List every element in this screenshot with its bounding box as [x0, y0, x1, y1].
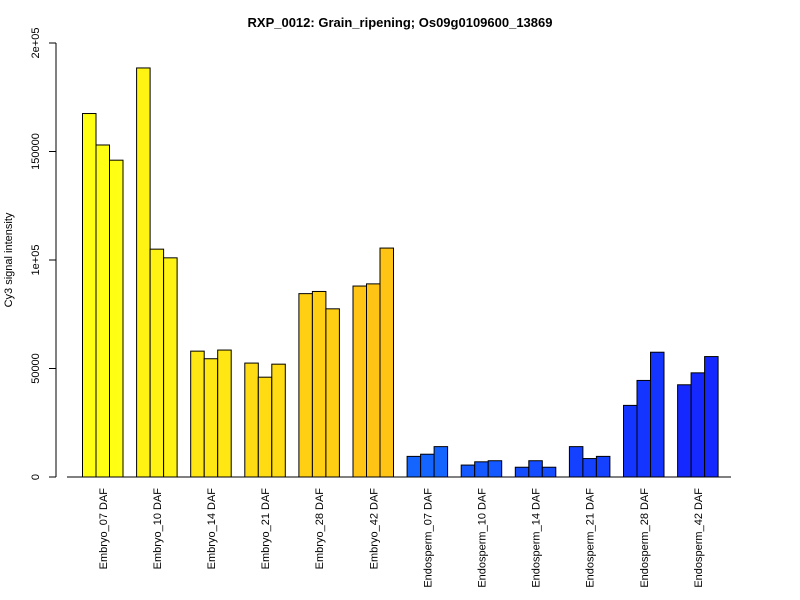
- x-tick-labels: Embryo_07 DAF Embryo_10 DAF Embryo_14 DAF E…: [98, 488, 705, 588]
- bar: [690, 372, 706, 478]
- bar: [271, 363, 286, 478]
- x-tick-label: Embryo_14 DAF: [206, 488, 218, 570]
- bar: [109, 159, 124, 478]
- bar: [163, 257, 178, 478]
- bar: [568, 446, 584, 478]
- bar: [650, 351, 665, 478]
- y-tick-label: 0: [30, 474, 42, 480]
- bar: [420, 453, 435, 478]
- bar: [298, 293, 313, 478]
- x-tick-label: Embryo_07 DAF: [98, 488, 110, 570]
- bar: [325, 308, 340, 478]
- y-tick-label: 1e+05: [30, 245, 42, 276]
- x-tick-label: Endosperm_42 DAF: [693, 488, 705, 588]
- bar: [595, 455, 611, 478]
- bar: [82, 113, 97, 478]
- bar: [136, 67, 151, 478]
- x-tick-label: Endosperm_07 DAF: [422, 488, 434, 588]
- bar: [677, 384, 692, 478]
- y-tick-label: 2e+05: [30, 28, 42, 59]
- y-axis-label: Cy3 signal intensity: [3, 212, 15, 307]
- bar: [149, 248, 165, 478]
- bar: [487, 460, 503, 478]
- x-tick-label: Endosperm_28 DAF: [639, 488, 651, 588]
- y-tick-label: 150000: [30, 133, 42, 170]
- x-tick-label: Endosperm_10 DAF: [476, 488, 488, 588]
- bar: [541, 466, 557, 478]
- bar: [704, 356, 719, 478]
- bar: [582, 458, 597, 478]
- bar: [244, 362, 259, 478]
- bar: [352, 285, 367, 478]
- x-tick-label: Endosperm_14 DAF: [531, 488, 543, 588]
- bar: [203, 358, 219, 478]
- bar: [528, 460, 543, 478]
- x-tick-label: Embryo_42 DAF: [368, 488, 380, 570]
- bar: [257, 376, 273, 478]
- bar: [311, 290, 327, 478]
- x-tick-label: Embryo_28 DAF: [314, 488, 326, 570]
- bar: [514, 466, 530, 478]
- bar: [95, 144, 110, 478]
- y-axis: 0 50000 1e+05 150000 2e+05: [30, 28, 57, 480]
- bar: [433, 446, 449, 478]
- bar: [406, 455, 422, 478]
- bar: [474, 461, 489, 478]
- bar: [636, 379, 651, 478]
- bar: [190, 350, 205, 478]
- bar: [623, 404, 638, 478]
- x-tick-label: Embryo_10 DAF: [152, 488, 164, 570]
- x-tick-label: Embryo_21 DAF: [260, 488, 272, 570]
- bar: [460, 464, 476, 478]
- bar: [217, 349, 232, 478]
- y-tick-label: 50000: [30, 353, 42, 384]
- bar: [366, 283, 381, 478]
- chart-title: RXP_0012: Grain_ripening; Os09g0109600_1…: [248, 15, 553, 30]
- x-tick-label: Endosperm_21 DAF: [585, 488, 597, 588]
- bar: [379, 247, 394, 478]
- bars: [82, 67, 719, 478]
